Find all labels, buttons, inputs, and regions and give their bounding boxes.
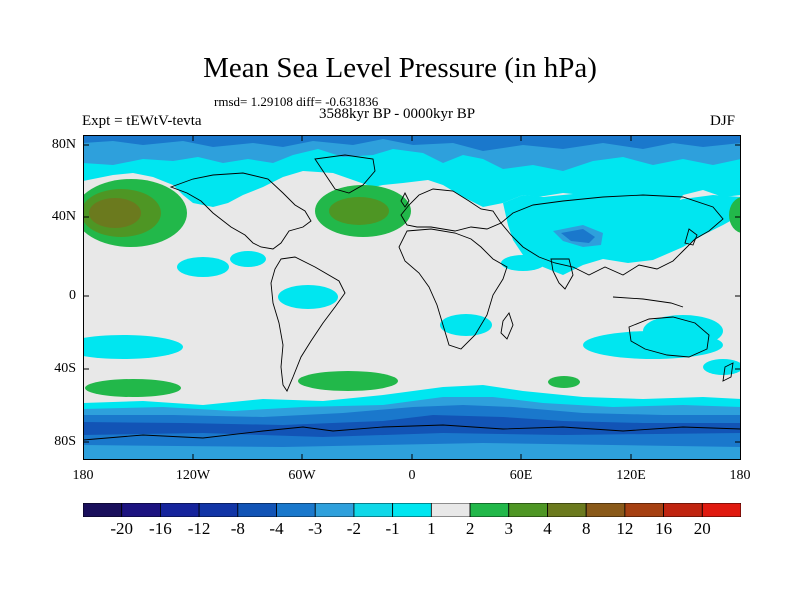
colorbar-label: 8 <box>581 519 591 538</box>
coastlines <box>83 154 741 441</box>
colorbar-cell <box>624 503 664 517</box>
colorbar-label: -16 <box>149 519 172 538</box>
colorbar-cell <box>469 503 510 517</box>
sindian-plus1 <box>548 376 580 388</box>
colorbar-cell <box>508 503 548 517</box>
y-tick-40n: 40N <box>51 209 76 224</box>
x-tick-60e: 60E <box>509 468 533 483</box>
colorbar-cell <box>430 503 471 517</box>
colorbar-label: -4 <box>269 519 284 538</box>
npacific-plus3 <box>89 198 141 228</box>
x-tick-60w: 60W <box>288 468 316 483</box>
colorbar-label: -1 <box>385 519 400 538</box>
coast-north-america <box>169 172 312 250</box>
epacific-minus1 <box>177 257 229 277</box>
brazil-minus1 <box>278 285 338 309</box>
x-tick-0: 0 <box>408 468 416 483</box>
satlantic-plus1 <box>298 371 398 391</box>
colorbar-label: 20 <box>693 519 711 538</box>
coast-africa <box>398 228 508 350</box>
colorbar-label: 16 <box>655 519 673 538</box>
coast-greenland <box>314 154 376 194</box>
colorbar-label: -2 <box>346 519 361 538</box>
asia-minus1-region <box>503 193 741 275</box>
colorbar-label: -20 <box>110 519 134 538</box>
experiment-label: Expt = tEWtV-tevta <box>82 113 202 129</box>
coast-asia <box>500 194 724 276</box>
colorbar-label: -3 <box>308 519 323 538</box>
arctic-minus3-band <box>83 135 741 151</box>
colorbar-label: -12 <box>187 519 211 538</box>
y-tick-80s: 80S <box>54 434 76 449</box>
colorbar-cell <box>585 503 626 517</box>
chart-title: Mean Sea Level Pressure (in hPa) <box>203 52 597 84</box>
tick-marks <box>83 135 741 460</box>
spacific-plus1 <box>85 379 181 397</box>
coast-nz <box>722 362 734 382</box>
colorbar-cell <box>353 503 394 517</box>
colorbar-cell <box>314 503 355 517</box>
colorbar-cell <box>237 503 277 517</box>
x-tick-120w: 120W <box>175 468 211 483</box>
y-tick-40s: 40S <box>54 361 76 376</box>
coast-uk <box>400 191 410 208</box>
coast-australia <box>628 316 710 358</box>
period-label: 3588kyr BP - 0000kyr BP <box>319 106 476 122</box>
x-tick-180e: 180 <box>729 468 751 483</box>
coast-antarctica <box>83 424 741 441</box>
camerica-minus1 <box>230 251 266 267</box>
colorbar-cell <box>83 503 123 517</box>
coast-japan <box>684 228 698 246</box>
coast-indonesia <box>612 296 684 308</box>
y-tick-0: 0 <box>69 288 76 303</box>
stats-label: rmsd= 1.29108 diff= -0.631836 <box>214 94 379 109</box>
tibet-minus3-patch <box>561 229 595 243</box>
colorbar-cell <box>160 503 200 517</box>
colorbar-cell <box>198 503 239 517</box>
colorbar-label: 1 <box>427 519 436 538</box>
coast-india <box>550 258 574 290</box>
x-tick-120e: 120E <box>616 468 646 483</box>
pressure-map <box>83 135 741 460</box>
coast-madagascar <box>500 312 514 340</box>
colorbar-cell <box>276 503 316 517</box>
colorbar-label: 2 <box>465 519 475 538</box>
coast-south-america <box>270 256 346 392</box>
colorbar-label: 12 <box>616 519 634 538</box>
colorbar-cell <box>701 503 741 517</box>
nwpacific-plus1 <box>729 197 741 233</box>
x-tick-180w: 180 <box>72 468 94 483</box>
colorbar-cell <box>392 503 432 517</box>
colorbar-cell <box>663 503 703 517</box>
colorbar-label: -8 <box>230 519 245 538</box>
colorbar-cell <box>547 503 587 517</box>
safrica-minus1 <box>440 314 492 336</box>
colorbar <box>83 503 741 517</box>
arabia-minus1 <box>501 255 545 271</box>
australia-minus1 <box>643 315 723 347</box>
spacific-minus1 <box>83 335 183 359</box>
y-tick-80n: 80N <box>51 137 76 152</box>
season-label: DJF <box>710 113 736 129</box>
colorbar-cell <box>121 503 161 517</box>
colorbar-label: 4 <box>543 519 552 538</box>
natlantic-plus2 <box>329 197 389 225</box>
antarctic-minus2-band <box>83 443 741 460</box>
colorbar-label: 3 <box>504 519 514 538</box>
